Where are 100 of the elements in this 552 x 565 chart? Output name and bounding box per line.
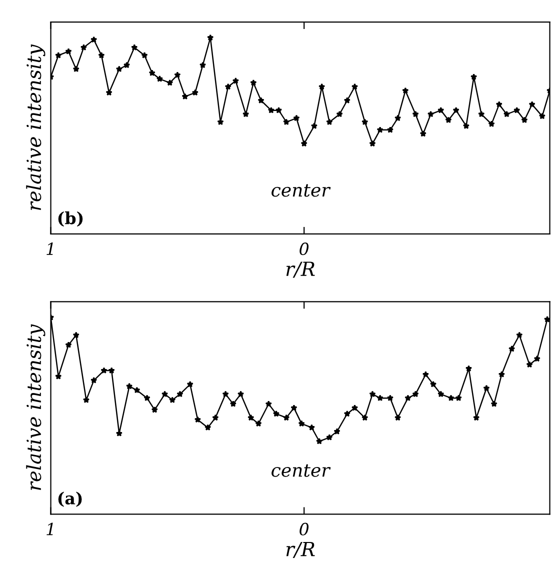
point	[176, 390, 184, 398]
point	[258, 97, 264, 104]
point	[237, 390, 244, 398]
point	[108, 367, 115, 374]
point	[217, 118, 224, 126]
point	[344, 97, 350, 104]
point	[123, 62, 130, 68]
point	[430, 380, 437, 388]
point	[199, 62, 206, 68]
x-tick-label: 0	[300, 522, 309, 536]
point	[445, 116, 452, 124]
point	[300, 140, 308, 147]
point	[148, 70, 156, 76]
point	[528, 100, 536, 108]
point	[508, 345, 516, 352]
point	[394, 114, 402, 122]
point	[402, 87, 409, 94]
point	[483, 384, 490, 392]
point	[438, 106, 444, 114]
y-axis-title: relative intensity	[26, 44, 46, 210]
point	[169, 396, 176, 404]
point	[351, 83, 358, 90]
point	[386, 394, 394, 402]
point	[488, 120, 495, 127]
point	[394, 414, 402, 421]
point	[534, 355, 540, 362]
point	[166, 79, 174, 86]
point	[422, 371, 430, 378]
point	[470, 73, 478, 80]
point	[250, 79, 257, 86]
point	[230, 400, 236, 407]
point	[498, 371, 505, 378]
point	[116, 66, 123, 72]
point	[248, 414, 254, 421]
point	[538, 112, 546, 120]
point	[116, 430, 123, 436]
point	[100, 367, 108, 374]
point	[344, 410, 350, 417]
point	[290, 404, 298, 411]
point	[131, 44, 138, 50]
point	[182, 93, 188, 100]
point	[362, 118, 368, 126]
x-tick-label: 0	[300, 242, 309, 256]
point	[448, 394, 454, 402]
point	[452, 106, 460, 114]
point	[156, 75, 164, 82]
point	[224, 83, 232, 90]
point	[283, 118, 290, 126]
point	[369, 390, 376, 398]
point	[376, 394, 384, 402]
point	[126, 382, 133, 390]
point	[255, 420, 262, 427]
point	[283, 414, 290, 421]
point	[90, 36, 98, 43]
point	[298, 420, 305, 427]
point	[310, 122, 318, 129]
point	[144, 394, 150, 402]
point	[526, 361, 533, 368]
point	[544, 316, 550, 322]
point	[65, 342, 72, 348]
point	[141, 52, 148, 58]
point	[438, 390, 444, 398]
point	[516, 332, 523, 338]
point	[192, 89, 199, 96]
point	[465, 365, 472, 372]
point	[376, 126, 384, 133]
point	[404, 394, 412, 402]
point	[82, 396, 90, 404]
point	[106, 89, 112, 96]
point	[503, 110, 510, 118]
point	[204, 424, 212, 431]
point	[420, 130, 426, 137]
point	[265, 400, 272, 407]
point	[326, 118, 333, 126]
point	[362, 414, 368, 421]
x-tick-label: 1	[46, 242, 53, 255]
point	[207, 34, 214, 41]
point	[186, 380, 194, 388]
point	[455, 394, 462, 402]
annotation: center	[272, 464, 331, 477]
point	[98, 52, 105, 58]
point	[293, 114, 300, 122]
point	[369, 140, 376, 147]
point	[272, 410, 280, 417]
point	[472, 414, 480, 421]
x-axis-title: r/R	[286, 262, 315, 278]
x-tick-label: 1	[46, 522, 53, 536]
point	[386, 126, 394, 133]
point	[326, 434, 333, 440]
point	[427, 110, 434, 118]
point	[316, 438, 323, 444]
annotation: center	[272, 184, 331, 197]
point	[318, 83, 326, 90]
point	[161, 390, 168, 398]
point	[242, 110, 250, 118]
point	[174, 72, 181, 78]
point	[222, 390, 229, 398]
point	[462, 122, 470, 129]
point	[90, 376, 98, 384]
text: (b)	[58, 211, 83, 227]
